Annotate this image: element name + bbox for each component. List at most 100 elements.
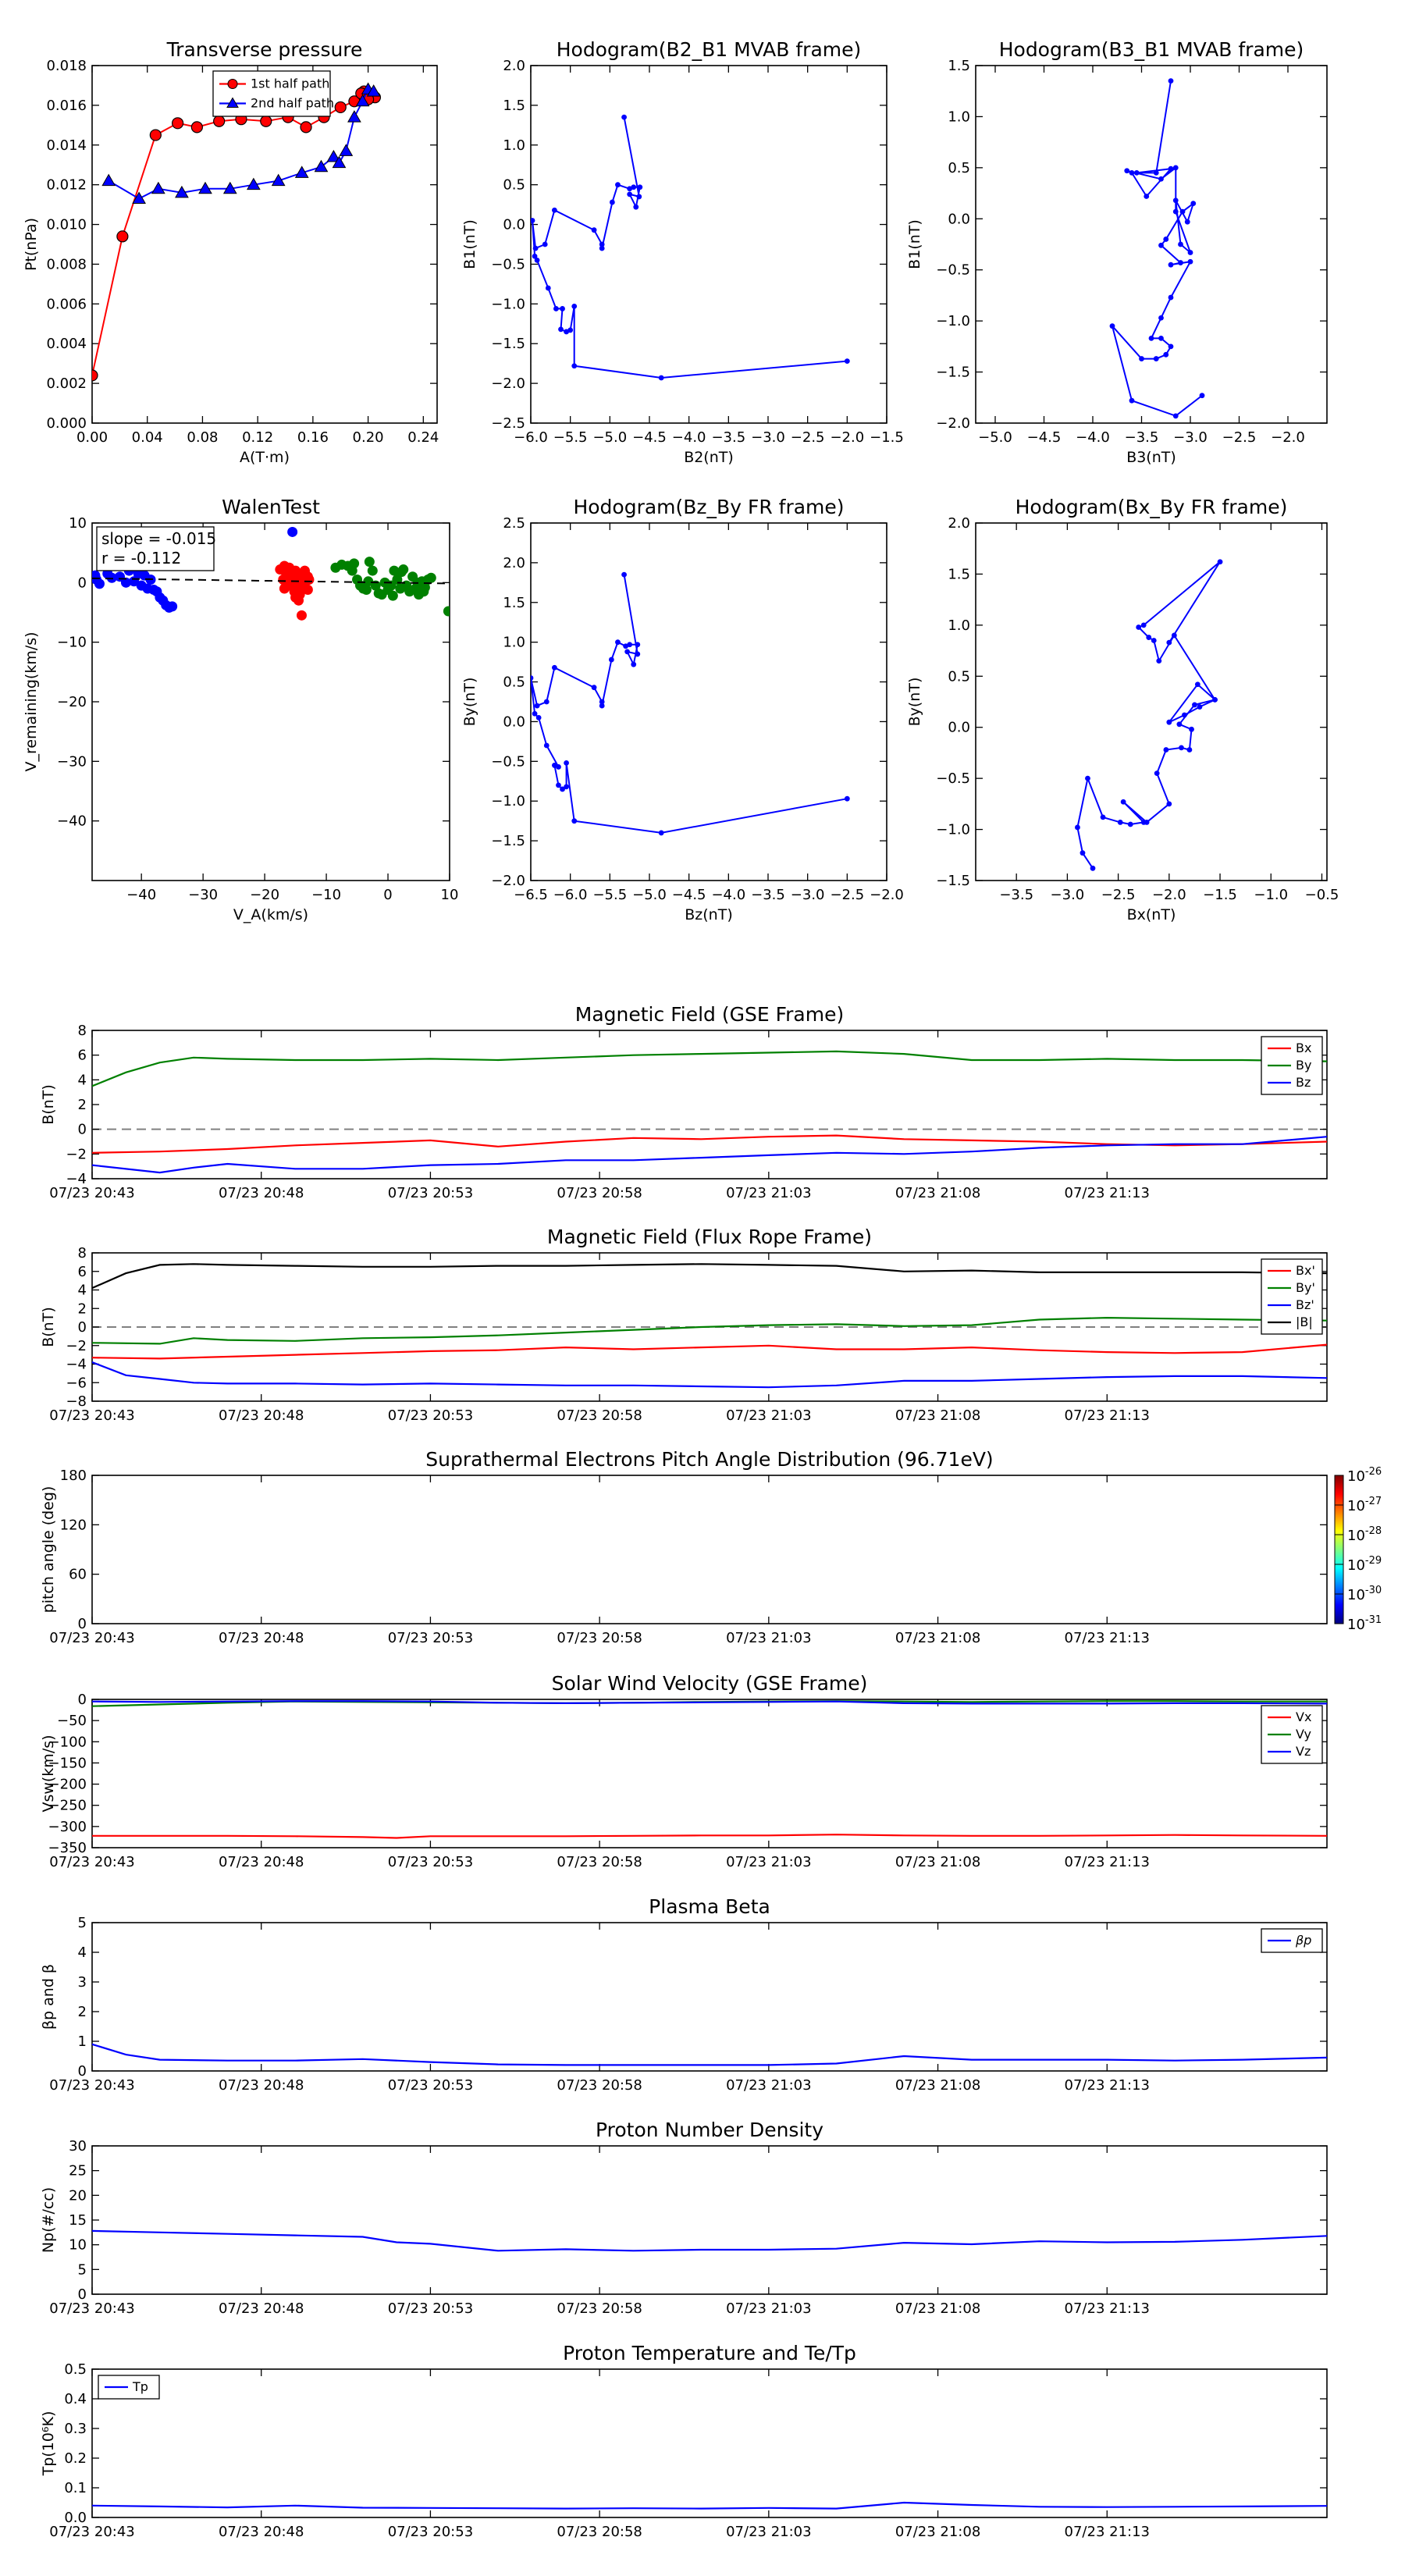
x-tick-label: 07/23 21:13 [1065, 2524, 1150, 2540]
chart-title: Hodogram(B2_B1 MVAB frame) [557, 38, 862, 61]
data-point [1171, 632, 1177, 639]
x-tick-label: 07/23 20:58 [557, 2300, 642, 2317]
chart-ts_np: 07/23 20:43 07/23 20:48 07/23 20:53 07/23 2… [40, 2119, 1328, 2317]
data-point [532, 253, 538, 259]
data-point [1158, 176, 1164, 182]
chart-ts_v: 07/23 20:43 07/23 20:48 07/23 20:53 07/23 2… [40, 1672, 1328, 1870]
series-line [92, 2229, 1327, 2252]
colorbar-tick-label: 10-31 [1347, 1614, 1382, 1633]
x-tick-label: 0.12 [242, 429, 273, 446]
chart-title: Hodogram(Bx_By FR frame) [1016, 496, 1288, 518]
data-point [101, 173, 116, 187]
data-point [609, 199, 615, 205]
y-tick-label: −2.0 [491, 375, 525, 392]
y-tick-label: −2 [66, 1146, 87, 1162]
plot-frame [91, 1475, 1328, 1624]
data-point [1172, 413, 1179, 419]
data-area [531, 114, 850, 381]
data-point [300, 121, 312, 133]
chart-title: Solar Wind Velocity (GSE Frame) [552, 1672, 868, 1695]
y-tick-label: −0.5 [936, 770, 970, 787]
data-point [658, 830, 664, 836]
x-tick-label: −10 [311, 887, 341, 903]
y-tick-label: 0.018 [46, 58, 87, 74]
y-tick-label: 10 [69, 515, 87, 532]
x-tick-label: −2.0 [1152, 887, 1186, 903]
plot-frame [975, 65, 1328, 424]
chart-ts_b: 07/23 20:43 07/23 20:48 07/23 20:53 07/23 2… [40, 1003, 1328, 1201]
data-point [1158, 315, 1164, 321]
legend-box [212, 70, 331, 117]
y-tick-label: 5 [78, 2261, 87, 2278]
x-tick-label: 07/23 20:43 [49, 2077, 134, 2094]
y-tick-label: −1.5 [936, 365, 970, 381]
legend-marker [226, 97, 239, 108]
x-tick-label: 0.08 [187, 429, 218, 446]
y-tick-label: 0.010 [46, 217, 87, 233]
data-point [1172, 165, 1179, 171]
chart-ts_tp: 07/23 20:43 07/23 20:48 07/23 20:53 07/23 2… [40, 2342, 1328, 2540]
y-tick-label: 1 [78, 2033, 87, 2050]
series-line [92, 2043, 1327, 2066]
data-point [621, 571, 627, 578]
x-axis-label: V_A(km/s) [233, 906, 308, 923]
data-point [1176, 721, 1183, 728]
data-point [418, 586, 429, 597]
data-point [1212, 696, 1218, 703]
data-point [599, 699, 605, 705]
y-tick-label: 0.008 [46, 256, 87, 272]
y-tick-label: −250 [48, 1798, 87, 1814]
x-axis-label: A(T·m) [240, 449, 290, 466]
y-tick-label: 15 [69, 2212, 87, 2229]
data-area [92, 1700, 1327, 1839]
x-tick-label: 07/23 20:48 [219, 2077, 304, 2094]
data-point [1151, 638, 1157, 643]
y-axis-label: V_remaining(km/s) [23, 632, 40, 771]
y-tick-label: 25 [69, 2163, 87, 2179]
y-axis-label: By(nT) [906, 678, 923, 727]
series-line [92, 1700, 1327, 1705]
legend-label: By' [1296, 1280, 1315, 1295]
data-point [260, 115, 272, 127]
legend-label: Vz [1296, 1744, 1311, 1759]
x-tick-label: −3.0 [1173, 429, 1208, 446]
x-tick-label: 07/23 20:43 [49, 1630, 134, 1646]
y-tick-label: −1.5 [491, 336, 525, 352]
data-point [294, 165, 309, 178]
x-tick-label: −4.5 [672, 887, 706, 903]
y-tick-label: 0 [78, 1122, 87, 1138]
x-tick-label: −6.0 [553, 887, 588, 903]
y-tick-label: 120 [60, 1517, 87, 1533]
data-point [1178, 260, 1183, 265]
y-tick-label: −50 [57, 1713, 87, 1729]
x-tick-label: 07/23 20:58 [557, 1185, 642, 1201]
data-point [1172, 208, 1179, 215]
x-tick-label: 07/23 21:08 [895, 2524, 980, 2540]
y-tick-label: 0 [78, 575, 87, 591]
data-point [1109, 323, 1115, 329]
data-point [1166, 639, 1172, 646]
y-axis-label: βp and β [40, 1964, 57, 2030]
data-area [1075, 559, 1223, 871]
plot-frame [975, 522, 1328, 881]
x-tick-label: 07/23 21:13 [1065, 1854, 1150, 1870]
data-point [1163, 237, 1169, 242]
data-point [627, 191, 633, 197]
data-point [1197, 704, 1203, 710]
y-tick-label: 0.016 [46, 98, 87, 114]
data-point [558, 326, 564, 333]
data-point [543, 699, 550, 705]
y-tick-label: 0 [78, 1692, 87, 1708]
y-tick-label: 10 [69, 2237, 87, 2254]
data-point [293, 595, 304, 606]
series-line [92, 1050, 1327, 1087]
y-tick-label: 0.0 [948, 720, 970, 736]
chart-ts_beta: 07/23 20:43 07/23 20:48 07/23 20:53 07/23 2… [40, 1895, 1328, 2094]
x-tick-label: −3.5 [1125, 429, 1159, 446]
legend-label: Tp [132, 2379, 148, 2394]
data-point [844, 358, 850, 365]
x-tick-label: −5.5 [592, 887, 627, 903]
y-tick-label: −2 [66, 1338, 87, 1354]
data-point [198, 181, 212, 194]
x-tick-label: −5.0 [978, 429, 1012, 446]
